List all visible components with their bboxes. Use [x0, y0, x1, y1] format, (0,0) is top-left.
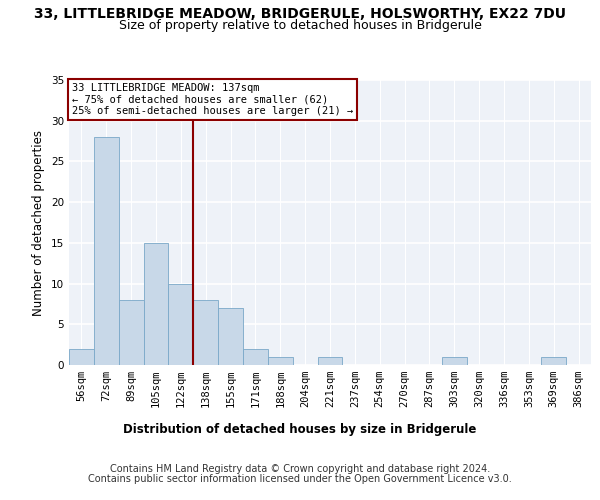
Bar — [218, 308, 243, 365]
Text: Contains public sector information licensed under the Open Government Licence v3: Contains public sector information licen… — [88, 474, 512, 484]
Bar — [119, 300, 143, 365]
Text: Size of property relative to detached houses in Bridgerule: Size of property relative to detached ho… — [119, 19, 481, 32]
Bar — [268, 357, 293, 365]
Bar — [69, 348, 94, 365]
Bar — [541, 357, 566, 365]
Bar — [94, 137, 119, 365]
Bar — [143, 243, 169, 365]
Y-axis label: Number of detached properties: Number of detached properties — [32, 130, 46, 316]
Text: 33 LITTLEBRIDGE MEADOW: 137sqm
← 75% of detached houses are smaller (62)
25% of : 33 LITTLEBRIDGE MEADOW: 137sqm ← 75% of … — [71, 83, 353, 116]
Bar — [243, 348, 268, 365]
Text: Distribution of detached houses by size in Bridgerule: Distribution of detached houses by size … — [124, 422, 476, 436]
Bar — [317, 357, 343, 365]
Text: Contains HM Land Registry data © Crown copyright and database right 2024.: Contains HM Land Registry data © Crown c… — [110, 464, 490, 474]
Bar — [169, 284, 193, 365]
Text: 33, LITTLEBRIDGE MEADOW, BRIDGERULE, HOLSWORTHY, EX22 7DU: 33, LITTLEBRIDGE MEADOW, BRIDGERULE, HOL… — [34, 8, 566, 22]
Bar — [442, 357, 467, 365]
Bar — [193, 300, 218, 365]
